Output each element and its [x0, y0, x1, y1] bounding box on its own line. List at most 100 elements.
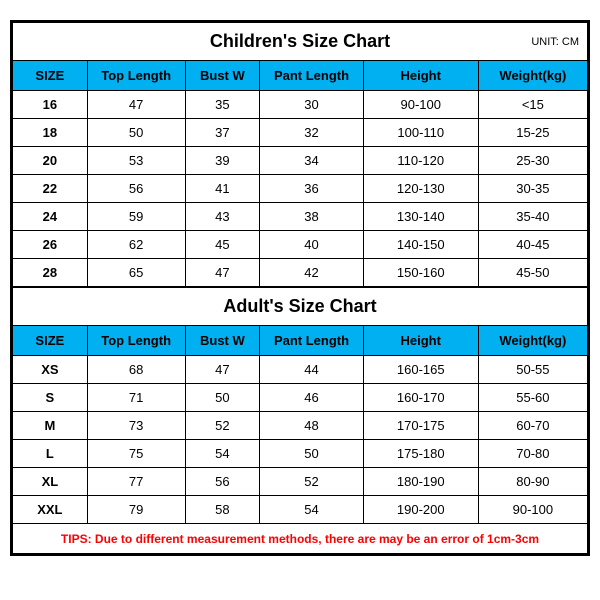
- adult-body: XS684744160-16550-55S715046160-17055-60M…: [13, 356, 588, 524]
- table-cell: 43: [185, 203, 260, 231]
- table-cell: 18: [13, 119, 88, 147]
- table-cell: 55-60: [478, 384, 587, 412]
- table-cell: 48: [260, 412, 364, 440]
- table-cell: 53: [87, 147, 185, 175]
- table-cell: 37: [185, 119, 260, 147]
- table-cell: 38: [260, 203, 364, 231]
- table-cell: 30: [260, 91, 364, 119]
- children-header-row: SIZE Top Length Bust W Pant Length Heigh…: [13, 61, 588, 91]
- table-cell: 140-150: [363, 231, 478, 259]
- table-cell: 58: [185, 496, 260, 524]
- table-cell: <15: [478, 91, 587, 119]
- table-cell: XS: [13, 356, 88, 384]
- table-cell: 59: [87, 203, 185, 231]
- tips-text: TIPS: Due to different measurement metho…: [13, 524, 588, 554]
- table-cell: 54: [185, 440, 260, 468]
- table-cell: 36: [260, 175, 364, 203]
- adult-header-row: SIZE Top Length Bust W Pant Length Heigh…: [13, 326, 588, 356]
- table-cell: 45: [185, 231, 260, 259]
- table-cell: 56: [185, 468, 260, 496]
- col-size: SIZE: [13, 326, 88, 356]
- table-row: XL775652180-19080-90: [13, 468, 588, 496]
- table-row: 18503732100-11015-25: [13, 119, 588, 147]
- col-size: SIZE: [13, 61, 88, 91]
- table-row: 24594338130-14035-40: [13, 203, 588, 231]
- unit-label: UNIT: CM: [531, 36, 579, 48]
- adult-title: Adult's Size Chart: [223, 296, 376, 316]
- table-cell: XL: [13, 468, 88, 496]
- table-cell: 47: [185, 259, 260, 287]
- col-top-length: Top Length: [87, 61, 185, 91]
- table-cell: 20: [13, 147, 88, 175]
- table-cell: 180-190: [363, 468, 478, 496]
- table-cell: 190-200: [363, 496, 478, 524]
- table-cell: 75: [87, 440, 185, 468]
- table-cell: 130-140: [363, 203, 478, 231]
- table-cell: 16: [13, 91, 88, 119]
- table-cell: 65: [87, 259, 185, 287]
- table-cell: 50: [185, 384, 260, 412]
- table-cell: 80-90: [478, 468, 587, 496]
- table-cell: 47: [185, 356, 260, 384]
- table-cell: 50: [260, 440, 364, 468]
- children-body: 1647353090-100<1518503732100-11015-25205…: [13, 91, 588, 287]
- table-cell: 73: [87, 412, 185, 440]
- table-cell: 68: [87, 356, 185, 384]
- table-row: 26624540140-15040-45: [13, 231, 588, 259]
- table-cell: 22: [13, 175, 88, 203]
- table-row: 1647353090-100<15: [13, 91, 588, 119]
- table-cell: 160-170: [363, 384, 478, 412]
- col-height: Height: [363, 326, 478, 356]
- table-cell: 30-35: [478, 175, 587, 203]
- table-row: XS684744160-16550-55: [13, 356, 588, 384]
- children-size-table: Children's Size Chart UNIT: CM SIZE Top …: [12, 22, 588, 287]
- table-cell: 52: [260, 468, 364, 496]
- table-cell: 24: [13, 203, 88, 231]
- chart-container: Children's Size Chart UNIT: CM SIZE Top …: [0, 0, 600, 600]
- table-cell: 45-50: [478, 259, 587, 287]
- col-pant-length: Pant Length: [260, 326, 364, 356]
- table-cell: 175-180: [363, 440, 478, 468]
- table-row: 20533934110-12025-30: [13, 147, 588, 175]
- table-cell: 100-110: [363, 119, 478, 147]
- table-cell: L: [13, 440, 88, 468]
- col-bust-w: Bust W: [185, 326, 260, 356]
- table-cell: 39: [185, 147, 260, 175]
- table-cell: 44: [260, 356, 364, 384]
- table-cell: 26: [13, 231, 88, 259]
- children-title-row: Children's Size Chart UNIT: CM: [13, 23, 588, 61]
- table-cell: 15-25: [478, 119, 587, 147]
- children-title: Children's Size Chart: [210, 31, 390, 51]
- table-cell: 54: [260, 496, 364, 524]
- table-cell: 35: [185, 91, 260, 119]
- table-cell: 150-160: [363, 259, 478, 287]
- table-cell: 25-30: [478, 147, 587, 175]
- tables-wrapper: Children's Size Chart UNIT: CM SIZE Top …: [10, 20, 590, 556]
- tips-row: TIPS: Due to different measurement metho…: [13, 524, 588, 554]
- table-cell: 170-175: [363, 412, 478, 440]
- col-top-length: Top Length: [87, 326, 185, 356]
- table-cell: M: [13, 412, 88, 440]
- table-row: 22564136120-13030-35: [13, 175, 588, 203]
- table-cell: XXL: [13, 496, 88, 524]
- table-cell: 90-100: [363, 91, 478, 119]
- col-weight: Weight(kg): [478, 61, 587, 91]
- table-row: M735248170-17560-70: [13, 412, 588, 440]
- table-cell: 90-100: [478, 496, 587, 524]
- table-row: XXL795854190-20090-100: [13, 496, 588, 524]
- adult-title-row: Adult's Size Chart: [13, 288, 588, 326]
- col-bust-w: Bust W: [185, 61, 260, 91]
- table-cell: 79: [87, 496, 185, 524]
- table-cell: 52: [185, 412, 260, 440]
- table-cell: 40: [260, 231, 364, 259]
- table-row: L755450175-18070-80: [13, 440, 588, 468]
- children-title-cell: Children's Size Chart UNIT: CM: [13, 23, 588, 61]
- table-cell: 110-120: [363, 147, 478, 175]
- table-cell: 60-70: [478, 412, 587, 440]
- table-cell: 47: [87, 91, 185, 119]
- table-row: S715046160-17055-60: [13, 384, 588, 412]
- table-cell: 120-130: [363, 175, 478, 203]
- col-height: Height: [363, 61, 478, 91]
- col-pant-length: Pant Length: [260, 61, 364, 91]
- table-cell: 34: [260, 147, 364, 175]
